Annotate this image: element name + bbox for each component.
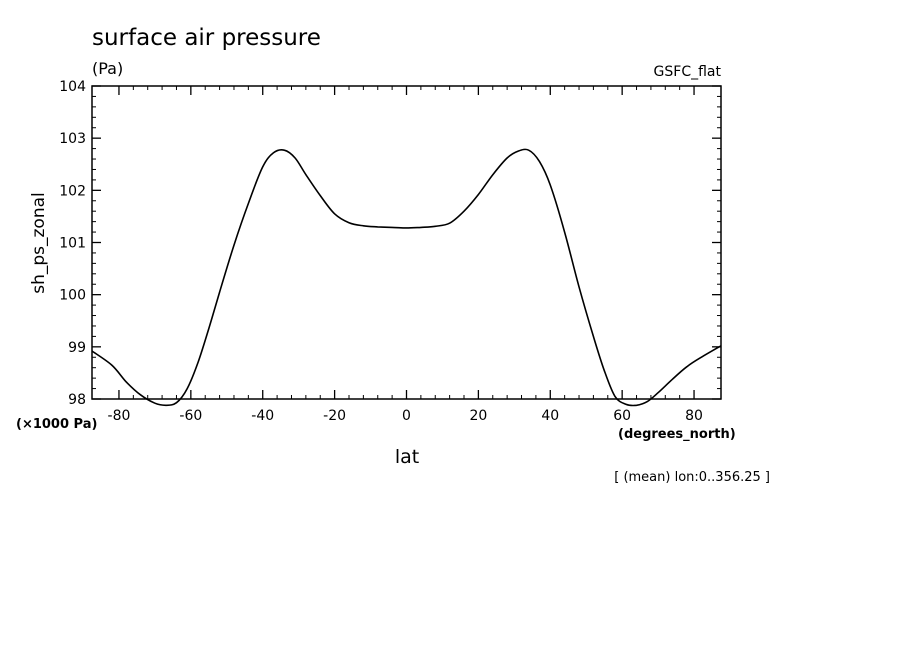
y-tick-label: 98 xyxy=(68,392,86,408)
y-tick-label: 102 xyxy=(59,183,86,199)
x-axis-label: lat xyxy=(395,446,419,468)
x-tick-label: 0 xyxy=(402,408,411,424)
footnote: [ (mean) lon:0..356.25 ] xyxy=(614,470,770,485)
y-tick-label: 101 xyxy=(59,236,86,252)
x-tick-label: -20 xyxy=(323,408,346,424)
y-tick-label: 103 xyxy=(59,131,86,147)
x-tick-label: -40 xyxy=(251,408,274,424)
x-tick-label: 60 xyxy=(613,408,631,424)
source-label: GSFC_flat xyxy=(654,64,722,80)
y-axis: 98 99 100 101 102 103 104 xyxy=(59,79,721,408)
series-line xyxy=(91,148,722,407)
x-tick-label: 80 xyxy=(685,408,703,424)
y-tick-label: 99 xyxy=(68,340,86,356)
y-axis-label: sh_ps_zonal xyxy=(29,192,49,294)
chart-title: surface air pressure xyxy=(92,25,321,51)
x-tick-label: -60 xyxy=(179,408,202,424)
y-tick-label: 104 xyxy=(59,79,86,95)
y-scale-note: (×1000 Pa) xyxy=(16,417,97,432)
x-tick-label: 40 xyxy=(541,408,559,424)
units-label: (Pa) xyxy=(92,59,123,78)
plot-frame xyxy=(91,85,722,400)
y-tick-label: 100 xyxy=(59,288,86,304)
x-tick-label: 20 xyxy=(469,408,487,424)
x-units-note: (degrees_north) xyxy=(618,427,736,442)
x-axis: -80 -60 -40 -20 0 20 40 60 80 xyxy=(108,86,703,424)
x-tick-label: -80 xyxy=(108,408,131,424)
